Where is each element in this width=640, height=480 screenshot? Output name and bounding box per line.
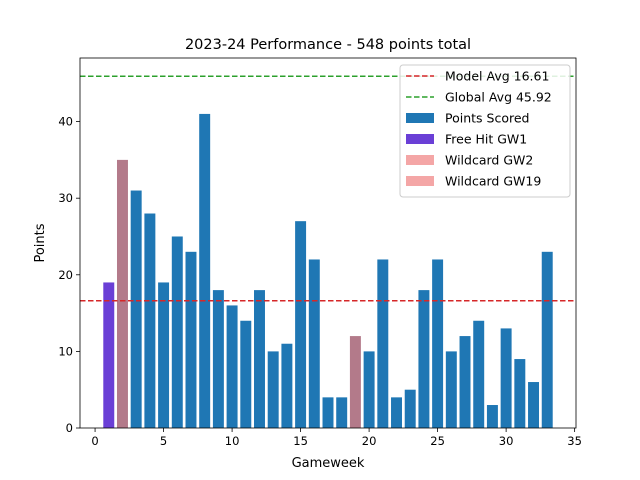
- bar-gw-26: [445, 351, 457, 428]
- chart-title: 2023-24 Performance - 548 points total: [185, 37, 471, 53]
- y-tick-label: 10: [58, 344, 73, 358]
- bar-gw-6: [171, 236, 183, 428]
- bar-group: [103, 113, 553, 428]
- bar-gw-19: [349, 336, 361, 428]
- bar-gw-17: [322, 397, 334, 428]
- x-tick-label: 10: [225, 434, 240, 448]
- x-tick-label: 30: [499, 434, 514, 448]
- bar-gw-11: [240, 320, 252, 428]
- x-tick-label: 0: [91, 434, 98, 448]
- x-tick-label: 35: [567, 434, 582, 448]
- legend-label: Points Scored: [445, 111, 529, 126]
- bar-gw-27: [459, 336, 471, 428]
- legend-label: Wildcard GW19: [445, 174, 541, 189]
- x-tick-label: 15: [293, 434, 308, 448]
- bar-gw-9: [212, 290, 224, 428]
- legend-label: Global Avg 45.92: [445, 90, 552, 105]
- x-tick-label: 20: [362, 434, 377, 448]
- x-tick-label: 5: [160, 434, 167, 448]
- bar-gw-31: [514, 359, 526, 428]
- bar-gw-1: [103, 282, 115, 428]
- bar-gw-7: [185, 251, 197, 428]
- y-tick-label: 30: [58, 191, 73, 205]
- legend-label: Free Hit GW1: [445, 132, 527, 147]
- y-tick-label: 0: [66, 421, 73, 435]
- bar-gw-20: [363, 351, 375, 428]
- legend: Model Avg 16.61 Global Avg 45.92 Points Sc…: [399, 64, 571, 198]
- legend-box: [399, 64, 571, 198]
- bar-gw-21: [377, 259, 389, 428]
- x-axis-label: Gameweek: [292, 456, 365, 471]
- y-tick-label: 40: [58, 115, 73, 129]
- y-axis-label: Points: [33, 223, 48, 262]
- plot-frame: [79, 57, 577, 429]
- y-axis-ticks: 0 10 20 30 40: [58, 115, 80, 435]
- bar-gw-3: [130, 190, 142, 428]
- y-tick-label: 20: [58, 268, 73, 282]
- bar-gw-32: [528, 382, 540, 428]
- legend-swatch-patch: [406, 113, 434, 123]
- bar-gw-13: [267, 351, 279, 428]
- legend-swatch-patch: [406, 155, 434, 165]
- bar-gw-29: [486, 405, 498, 428]
- x-tick-label: 25: [430, 434, 445, 448]
- legend-swatch-patch: [406, 134, 434, 144]
- bar-gw-23: [404, 389, 416, 428]
- bar-gw-10: [226, 305, 238, 428]
- bar-gw-28: [473, 320, 485, 428]
- legend-label: Model Avg 16.61: [445, 69, 549, 84]
- legend-label: Wildcard GW2: [445, 153, 533, 168]
- bar-gw-18: [336, 397, 348, 428]
- bar-gw-12: [254, 290, 265, 428]
- legend-swatch-patch: [406, 176, 434, 186]
- bar-gw-16: [308, 259, 320, 428]
- bar-gw-24: [418, 290, 430, 428]
- x-axis-ticks: 0 5 10 15 20 25 30 35: [91, 428, 582, 448]
- bar-gw-22: [391, 397, 402, 428]
- bar-gw-25: [432, 259, 444, 428]
- bar-gw-14: [281, 343, 293, 428]
- bar-gw-5: [158, 282, 170, 428]
- bar-gw-30: [500, 328, 512, 428]
- bar-gw-33: [541, 251, 553, 428]
- bar-gw-15: [295, 221, 307, 428]
- bar-gw-2: [116, 159, 128, 428]
- bar-gw-4: [144, 213, 156, 428]
- bar-gw-8: [199, 113, 211, 428]
